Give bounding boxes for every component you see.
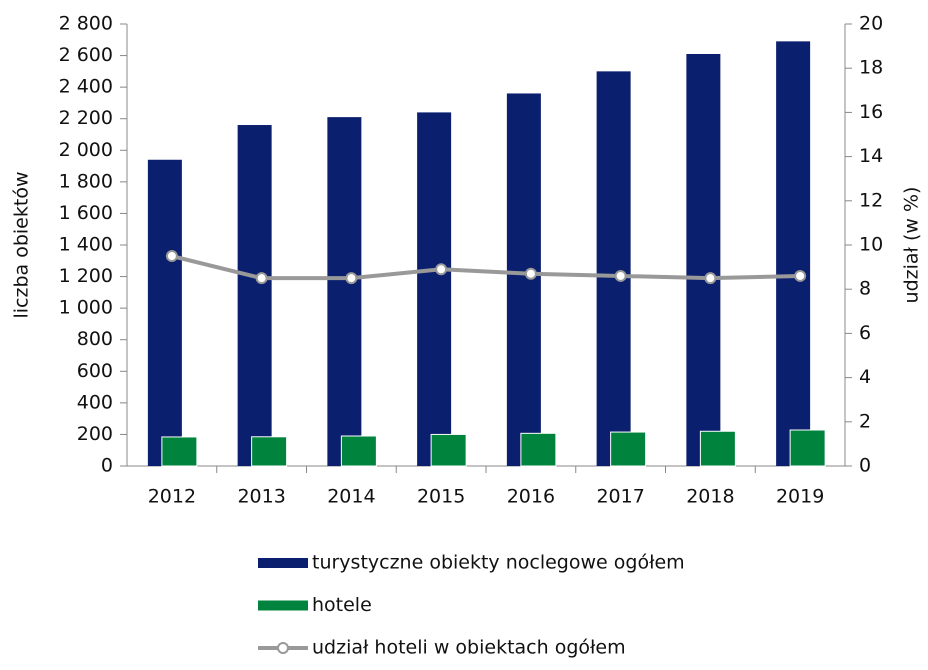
y-tick-label: 600 xyxy=(77,360,113,382)
y2-tick-label: 18 xyxy=(859,57,883,79)
y2-axis-label: udział (w %) xyxy=(901,187,923,304)
y2-tick-label: 6 xyxy=(859,322,871,344)
y-tick-label: 800 xyxy=(77,328,113,350)
x-tick-label: 2016 xyxy=(507,486,555,508)
bar xyxy=(161,436,198,467)
bar xyxy=(430,433,467,467)
line-marker xyxy=(524,267,537,280)
bar xyxy=(251,436,288,467)
y-tick-label: 2 800 xyxy=(59,13,113,35)
y-tick-label: 1 000 xyxy=(59,297,113,319)
bar xyxy=(789,429,826,467)
bar xyxy=(776,41,811,466)
x-tick-label: 2014 xyxy=(327,486,375,508)
legend-marker xyxy=(277,642,289,654)
line-marker xyxy=(614,269,627,282)
legend-swatch xyxy=(258,600,308,611)
x-tick-label: 2013 xyxy=(237,486,285,508)
x-tick-label: 2017 xyxy=(596,486,644,508)
line-marker xyxy=(435,263,448,276)
bar xyxy=(340,435,377,467)
y-tick-label: 0 xyxy=(101,455,113,477)
y2-tick-label: 12 xyxy=(859,189,883,211)
bar xyxy=(520,432,557,467)
legend-label: hotele xyxy=(312,594,372,616)
y-tick-label: 2 600 xyxy=(59,44,113,66)
y2-tick-label: 8 xyxy=(859,278,871,300)
bar xyxy=(506,93,541,466)
y2-tick-label: 20 xyxy=(859,13,883,35)
bar xyxy=(610,431,647,467)
x-tick-label: 2012 xyxy=(148,486,196,508)
x-tick-label: 2015 xyxy=(417,486,465,508)
y2-tick-label: 0 xyxy=(859,455,871,477)
bar xyxy=(237,125,272,467)
bar xyxy=(417,112,452,467)
y2-tick-label: 4 xyxy=(859,366,871,388)
legend-label: udział hoteli w obiektach ogółem xyxy=(312,637,626,659)
bar xyxy=(686,53,721,466)
bar xyxy=(147,159,182,466)
legend-label: turystyczne obiekty noclegowe ogółem xyxy=(312,552,685,574)
line xyxy=(171,254,801,281)
line-marker xyxy=(255,272,268,285)
line-marker xyxy=(165,250,178,263)
x-tick-label: 2018 xyxy=(686,486,734,508)
line-marker xyxy=(345,272,358,285)
y2-tick-label: 14 xyxy=(859,145,883,167)
y-tick-label: 200 xyxy=(77,423,113,445)
x-tick-label: 2019 xyxy=(776,486,824,508)
y2-tick-label: 16 xyxy=(859,101,883,123)
y2-tick-label: 10 xyxy=(859,234,883,256)
bar xyxy=(327,117,362,466)
y-tick-label: 400 xyxy=(77,391,113,413)
y-tick-label: 2 200 xyxy=(59,107,113,129)
y-tick-label: 2 400 xyxy=(59,76,113,98)
bar xyxy=(699,430,736,467)
y-tick-label: 1 600 xyxy=(59,202,113,224)
bar xyxy=(596,71,631,466)
y2-tick-label: 2 xyxy=(859,410,871,432)
y-axis-label: liczba obiektów xyxy=(11,172,33,319)
y-tick-label: 1 800 xyxy=(59,170,113,192)
legend-swatch xyxy=(258,558,308,568)
y-tick-label: 1 200 xyxy=(59,265,113,287)
line-marker xyxy=(704,272,717,285)
y-tick-label: 1 400 xyxy=(59,234,113,256)
line-marker xyxy=(794,269,807,282)
y-tick-label: 2 000 xyxy=(59,139,113,161)
